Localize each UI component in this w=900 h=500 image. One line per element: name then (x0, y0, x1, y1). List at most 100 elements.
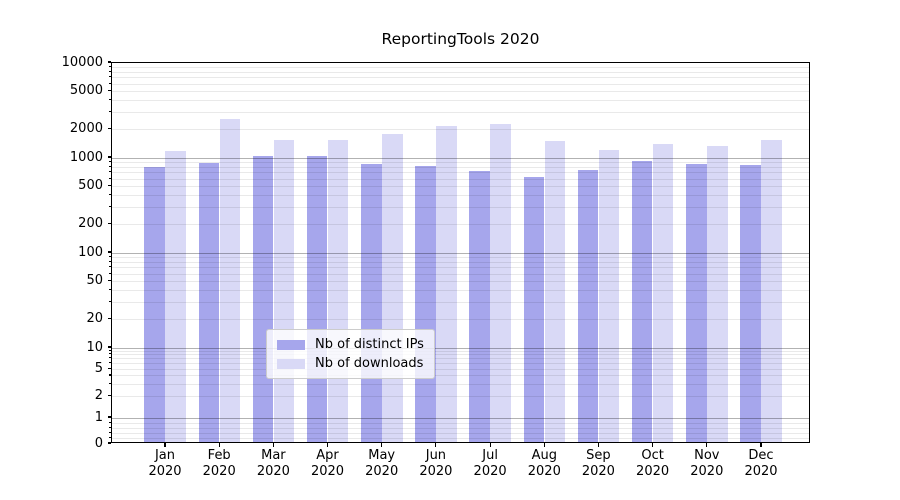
y-axis-tick-label: 2000 (69, 120, 103, 136)
gridline-minor (112, 71, 809, 73)
gridline-minor (112, 83, 809, 85)
plot-area (111, 62, 810, 443)
x-axis-tick-mark (543, 443, 545, 447)
x-axis-tick-label: Dec 2020 (744, 448, 778, 479)
y-axis-minor-tick-mark (109, 206, 111, 208)
y-axis-tick-mark (107, 442, 111, 444)
y-axis-minor-tick-mark (109, 272, 111, 274)
y-axis-minor-tick-mark (109, 165, 111, 167)
bar-nb-of-distinct-ips-may-2020 (361, 163, 382, 442)
y-axis-minor-tick-mark (109, 362, 111, 364)
x-axis-tick-label: Apr 2020 (310, 448, 345, 479)
bar-nb-of-distinct-ips-mar-2020 (252, 156, 274, 442)
legend-swatch-downloads (277, 358, 305, 369)
bar-nb-of-distinct-ips-apr-2020 (306, 156, 328, 442)
x-axis-tick-mark (218, 443, 220, 447)
bar-nb-of-downloads-apr-2020 (327, 139, 349, 442)
bar-nb-of-distinct-ips-oct-2020 (631, 160, 653, 442)
bar-nb-of-distinct-ips-jul-2020 (469, 170, 490, 442)
bar-nb-of-downloads-oct-2020 (652, 144, 674, 442)
y-axis-tick-label: 20 (86, 310, 103, 326)
y-axis-tick-mark (107, 416, 111, 418)
x-axis-tick-mark (326, 443, 329, 447)
y-axis-tick-label: 2 (94, 388, 103, 404)
x-axis-tick-mark (435, 443, 437, 447)
y-axis-minor-tick-mark (109, 266, 111, 268)
y-axis-tick-mark (107, 61, 111, 63)
y-axis-minor-tick-mark (109, 111, 111, 113)
bar-nb-of-downloads-dec-2020 (761, 139, 782, 442)
y-axis-tick-label: 10 (86, 339, 103, 355)
y-axis-tick-label: 200 (78, 215, 103, 231)
y-axis-minor-tick-mark (109, 177, 111, 179)
x-axis-tick-mark (597, 443, 599, 447)
legend: Nb of distinct IPs Nb of downloads (266, 329, 435, 379)
y-axis-tick-mark (107, 251, 111, 253)
y-axis-minor-tick-mark (109, 76, 111, 78)
legend-item-distinct-ips: Nb of distinct IPs (277, 335, 424, 354)
y-axis-minor-tick-mark (109, 421, 111, 423)
bar-nb-of-downloads-feb-2020 (219, 118, 240, 442)
gridline-major (112, 157, 809, 159)
y-axis-tick-mark (107, 156, 111, 158)
gridline-minor (112, 128, 809, 130)
y-axis-tick-label: 10000 (61, 54, 103, 70)
bar-nb-of-distinct-ips-jun-2020 (415, 165, 436, 442)
x-axis-tick-label: May 2020 (365, 448, 399, 479)
y-axis-minor-tick-mark (109, 383, 111, 385)
y-axis-minor-tick-mark (109, 289, 111, 291)
y-axis-tick-mark (107, 346, 111, 348)
x-axis-tick-mark (164, 443, 166, 447)
y-axis-tick-label: 1 (94, 409, 103, 425)
gridline-minor (112, 91, 809, 93)
x-axis-tick-label: Jun 2020 (419, 448, 453, 479)
legend-label-downloads: Nb of downloads (315, 356, 424, 371)
y-axis-minor-tick-mark (109, 426, 111, 429)
y-axis-tick-mark (107, 367, 111, 369)
x-axis-tick-label: Aug 2020 (527, 448, 561, 479)
bar-nb-of-downloads-jul-2020 (490, 124, 511, 442)
bar-nb-of-downloads-may-2020 (382, 134, 403, 442)
bar-nb-of-downloads-sep-2020 (598, 149, 620, 442)
bar-nb-of-distinct-ips-aug-2020 (523, 177, 545, 442)
gridline-minor (112, 112, 809, 114)
x-axis-tick-mark (272, 443, 274, 447)
bar-nb-of-distinct-ips-dec-2020 (740, 164, 761, 442)
legend-item-downloads: Nb of downloads (277, 354, 424, 373)
bar-nb-of-distinct-ips-nov-2020 (686, 163, 707, 442)
y-axis-tick-label: 500 (78, 178, 103, 194)
x-axis-tick-label: Mar 2020 (256, 448, 290, 479)
bar-nb-of-downloads-mar-2020 (273, 140, 295, 442)
y-axis-tick-mark (107, 90, 111, 92)
y-axis-minor-tick-mark (109, 260, 111, 262)
gridline-minor (112, 77, 809, 79)
bar-nb-of-downloads-jan-2020 (165, 151, 186, 442)
y-axis-minor-tick-mark (109, 353, 111, 355)
y-axis-minor-tick-mark (109, 255, 111, 257)
bar-nb-of-distinct-ips-sep-2020 (577, 169, 599, 442)
y-axis-tick-mark (107, 127, 111, 129)
y-axis-minor-tick-mark (109, 357, 111, 359)
x-axis-tick-label: Sep 2020 (581, 448, 615, 479)
bar-nb-of-downloads-jun-2020 (436, 125, 457, 442)
bar-nb-of-distinct-ips-feb-2020 (198, 163, 219, 442)
x-axis-tick-mark (381, 443, 383, 447)
x-axis-tick-label: Feb 2020 (202, 448, 236, 479)
y-axis-tick-label: 5 (94, 360, 103, 376)
y-axis-tick-mark (107, 395, 111, 397)
x-axis-tick-label: Oct 2020 (636, 448, 670, 479)
y-axis-tick-label: 50 (86, 273, 103, 289)
x-axis-tick-label: Jan 2020 (148, 448, 182, 479)
y-axis-tick-mark (107, 185, 111, 187)
gridline-minor (112, 100, 809, 102)
legend-label-distinct-ips: Nb of distinct IPs (315, 337, 424, 352)
y-axis-minor-tick-mark (109, 160, 111, 162)
y-axis-minor-tick-mark (109, 171, 111, 173)
y-axis-tick-label: 0 (94, 435, 103, 451)
gridline-minor (112, 66, 809, 68)
y-axis-tick-mark (107, 280, 111, 282)
y-axis-minor-tick-mark (109, 374, 111, 376)
x-axis-tick-label: Jul 2020 (473, 448, 507, 479)
y-axis-minor-tick-mark (109, 70, 111, 72)
